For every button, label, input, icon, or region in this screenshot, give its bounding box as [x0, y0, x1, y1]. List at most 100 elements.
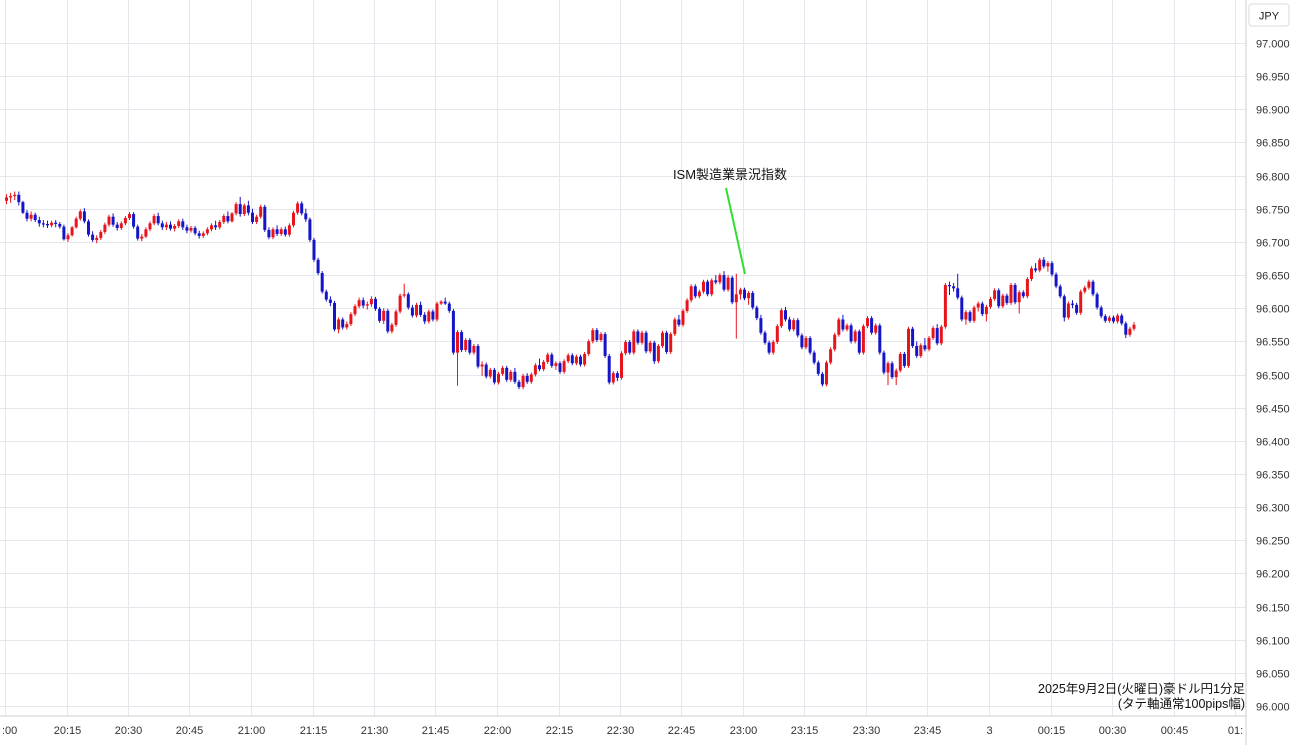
candle-body — [328, 299, 332, 303]
candle-down — [193, 225, 197, 236]
candle-up — [472, 344, 476, 355]
x-tick-label: 01: — [1228, 725, 1243, 737]
candle-down — [300, 201, 304, 216]
candle-up — [984, 304, 988, 322]
candle-body — [689, 286, 693, 301]
x-tick-label: :00 — [2, 725, 17, 737]
candle-down — [197, 230, 201, 239]
candle-down — [214, 220, 218, 230]
candle-up — [402, 283, 406, 298]
candle-body — [509, 371, 513, 380]
candle-body — [825, 362, 828, 385]
candle-up — [771, 340, 775, 355]
candle-up — [669, 332, 673, 354]
y-tick-label: 96.800 — [1256, 172, 1290, 184]
candle-body — [829, 349, 833, 363]
candle-down — [37, 216, 41, 227]
candle-body — [451, 310, 455, 353]
candle-up — [287, 223, 291, 237]
candle-body — [78, 211, 82, 219]
candle-body — [796, 320, 800, 336]
candle-body — [107, 216, 111, 225]
candle-up — [128, 212, 131, 221]
candle-body — [882, 352, 886, 373]
candle-up — [1083, 285, 1087, 294]
candle-body — [398, 295, 402, 312]
candle-up — [222, 214, 226, 224]
candle-up — [648, 340, 652, 354]
candle-body — [111, 216, 115, 225]
candle-body — [566, 355, 570, 362]
candle-down — [767, 340, 771, 355]
candle-down — [722, 271, 726, 292]
candle-body — [743, 289, 746, 299]
candle-body — [665, 332, 669, 352]
candle-body — [911, 328, 915, 346]
candle-up — [734, 273, 738, 339]
candle-up — [480, 361, 484, 376]
candle-down — [800, 333, 804, 350]
candle-body — [1132, 324, 1136, 329]
candle-down — [410, 304, 414, 318]
candle-body — [1071, 303, 1074, 305]
candle-down — [923, 338, 927, 352]
candle-down — [1062, 294, 1066, 322]
candle-up — [591, 328, 595, 344]
candle-up — [337, 317, 341, 334]
candle-down — [378, 306, 382, 323]
candle-up — [148, 221, 152, 232]
candle-body — [144, 229, 148, 237]
candle-up — [931, 326, 935, 341]
candle-body — [697, 291, 701, 297]
candle-up — [775, 324, 779, 345]
candle-down — [636, 329, 640, 345]
y-tick-label: 96.000 — [1256, 702, 1290, 714]
caption-line-1: 2025年9月2日(火曜日)豪ドル円1分足 — [1038, 681, 1245, 696]
candle-body — [148, 223, 152, 230]
candle-up — [390, 322, 394, 334]
caption-line-2: (タテ軸通常100pips幅) — [1118, 696, 1245, 711]
candle-body — [1062, 296, 1066, 318]
candle-body — [603, 334, 607, 356]
candle-up — [13, 191, 17, 201]
candle-body — [652, 342, 656, 362]
candle-down — [115, 222, 119, 231]
candle-body — [501, 367, 505, 374]
candle-up — [861, 324, 865, 355]
candle-body — [406, 294, 410, 308]
currency-badge[interactable]: JPY — [1248, 3, 1290, 27]
candle-body — [734, 294, 738, 303]
candle-body — [1021, 292, 1025, 297]
candle-down — [181, 218, 185, 230]
candle-body — [673, 319, 677, 335]
candle-down — [82, 208, 86, 224]
candle-body — [845, 325, 849, 330]
candle-body — [419, 304, 423, 315]
candle-down — [902, 351, 906, 368]
candle-up — [177, 219, 181, 228]
y-tick-label: 96.450 — [1256, 404, 1290, 416]
candle-body — [779, 310, 783, 327]
candle-up — [1128, 326, 1132, 337]
x-tick-label: 23:30 — [853, 725, 881, 737]
candle-up — [927, 336, 931, 352]
candle-up — [242, 203, 246, 217]
candle-body — [866, 318, 869, 327]
candle-body — [74, 218, 78, 228]
candle-body — [915, 345, 919, 356]
candle-down — [226, 211, 230, 224]
candle-up — [29, 211, 33, 222]
candle-body — [574, 356, 578, 364]
candle-body — [681, 310, 685, 325]
candle-body — [1038, 259, 1042, 271]
candle-body — [1001, 295, 1005, 307]
candle-body — [726, 277, 730, 290]
candle-body — [837, 319, 841, 335]
candle-body — [275, 229, 279, 234]
candle-body — [423, 314, 427, 322]
y-tick-label: 96.950 — [1256, 72, 1290, 84]
candle-up — [919, 343, 923, 358]
candle-down — [960, 295, 964, 322]
x-tick-label: 21:45 — [422, 725, 450, 737]
candle-up — [521, 373, 525, 390]
